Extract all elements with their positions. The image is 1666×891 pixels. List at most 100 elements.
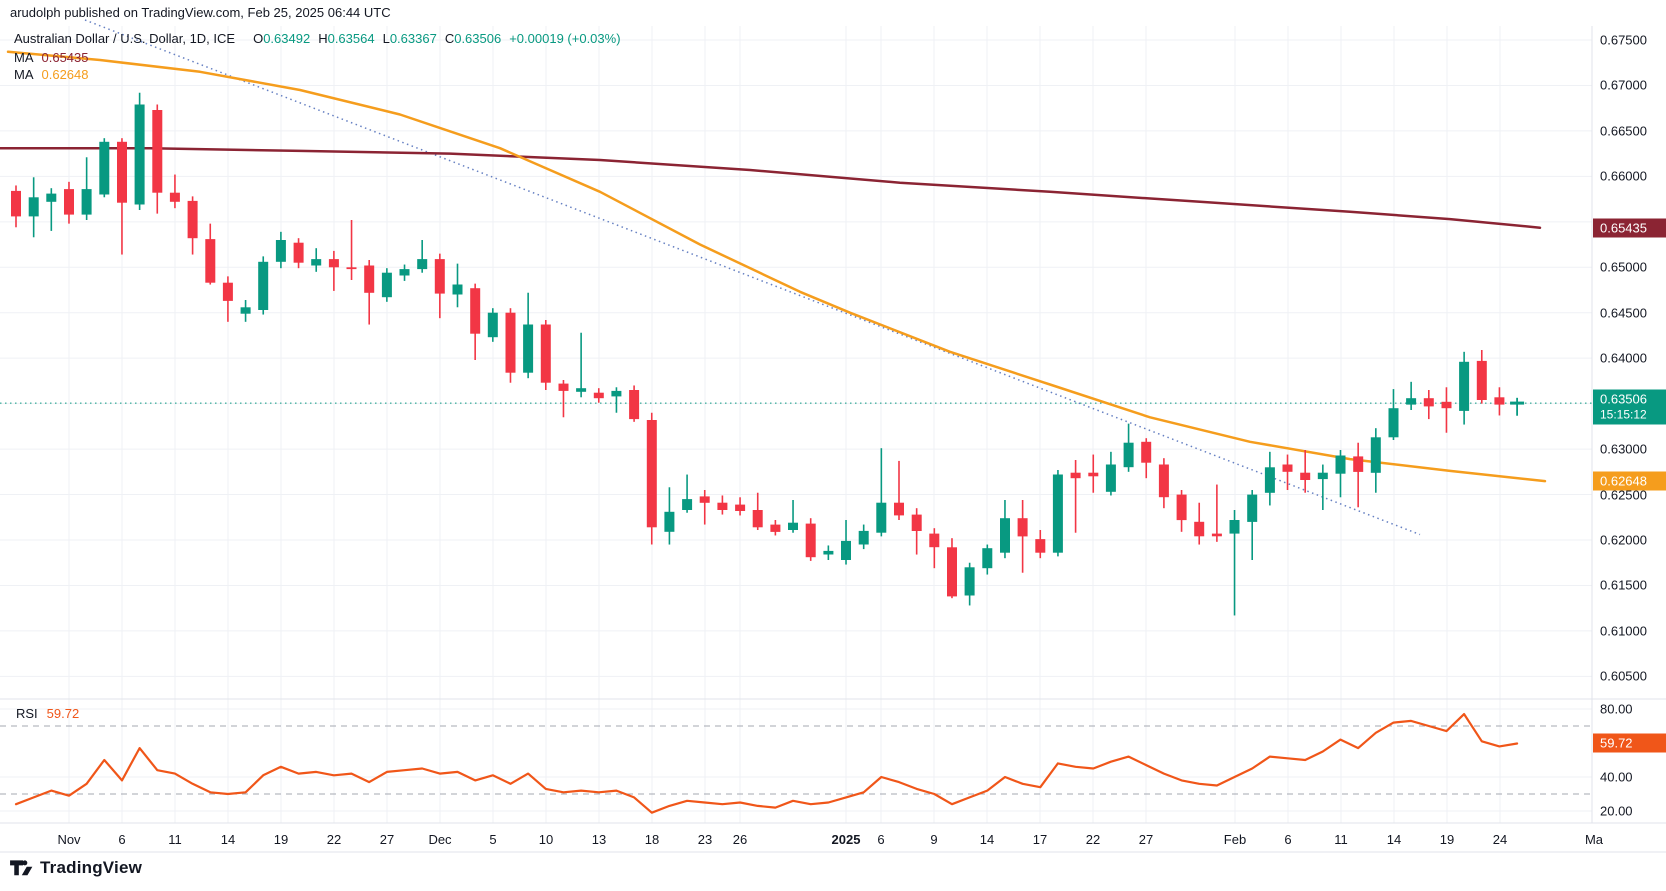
time-tick-label: Dec bbox=[428, 832, 452, 847]
time-tick-label: 26 bbox=[732, 832, 748, 847]
candle-body-up bbox=[858, 530, 869, 545]
candle-body-up bbox=[399, 269, 410, 276]
candle-body-down bbox=[328, 259, 339, 268]
rsi-legend[interactable]: RSI 59.72 bbox=[16, 706, 79, 721]
candle-body-up bbox=[823, 550, 834, 555]
candle-body-down bbox=[1176, 494, 1187, 521]
candle-body-down bbox=[770, 524, 781, 532]
rsi-line bbox=[14, 712, 1519, 814]
candle-body-up bbox=[1052, 474, 1063, 553]
candle-body-up bbox=[81, 189, 92, 215]
high-value: 0.63564 bbox=[327, 31, 375, 46]
price-tick-label: 0.62500 bbox=[1600, 487, 1647, 503]
candle-body-up bbox=[275, 240, 286, 262]
price-tick-label: 0.64500 bbox=[1600, 305, 1647, 321]
price-tick-label: 0.65000 bbox=[1600, 259, 1647, 275]
rsi-tick-label: 40.00 bbox=[1600, 769, 1633, 785]
candle-body-down bbox=[364, 265, 375, 293]
candle-body-up bbox=[487, 312, 498, 338]
time-tick-label: 24 bbox=[1492, 832, 1508, 847]
time-tick-label: 17 bbox=[1032, 832, 1048, 847]
candle-body-down bbox=[911, 514, 922, 531]
price-tick-label: 0.62000 bbox=[1600, 532, 1647, 548]
change-value: +0.00019 (+0.03%) bbox=[509, 31, 621, 46]
candle-body-down bbox=[1141, 441, 1152, 463]
candle-body-down bbox=[699, 496, 710, 503]
candle-body-up bbox=[1105, 464, 1116, 492]
rsi-tick-label: 20.00 bbox=[1600, 803, 1633, 819]
rsi-label: RSI bbox=[16, 706, 38, 721]
candle-body-up bbox=[876, 502, 887, 533]
candle-body-down bbox=[805, 523, 816, 558]
ma-label: MA bbox=[14, 67, 34, 82]
price-tick-label: 0.67000 bbox=[1600, 77, 1647, 93]
high-label: H bbox=[318, 31, 328, 46]
price-tick-label: 0.66000 bbox=[1600, 168, 1647, 184]
candle-body-up bbox=[240, 307, 251, 314]
candle-body-down bbox=[169, 192, 180, 202]
candle-body-down bbox=[1211, 533, 1222, 537]
time-tick-label: Feb bbox=[1223, 832, 1247, 847]
price-tick-label: 0.60500 bbox=[1600, 668, 1647, 684]
time-tick-label: 19 bbox=[273, 832, 289, 847]
candle-body-down bbox=[1353, 456, 1364, 472]
candle-body-down bbox=[894, 502, 904, 516]
ma100-price-badge: 0.62648 bbox=[1593, 471, 1666, 491]
tradingview-branding[interactable]: TradingView bbox=[10, 858, 142, 878]
candle-body-down bbox=[1017, 518, 1028, 537]
candle-body-down bbox=[293, 242, 304, 263]
candle-body-down bbox=[1194, 521, 1205, 537]
close-value: 0.63506 bbox=[454, 31, 502, 46]
bar-countdown: 15:15:12 bbox=[1600, 407, 1647, 422]
time-tick-label: 10 bbox=[538, 832, 554, 847]
candle-body-up bbox=[417, 259, 428, 270]
ma-legend-200[interactable]: MA 0.65435 bbox=[14, 50, 89, 65]
time-tick-label: 23 bbox=[697, 832, 713, 847]
candle-body-up bbox=[964, 567, 975, 596]
candle-body-down bbox=[558, 383, 569, 391]
candle-body-down bbox=[752, 510, 763, 528]
candle-body-down bbox=[540, 324, 551, 383]
candle-body-down bbox=[1035, 539, 1046, 553]
price-tick-label: 0.61500 bbox=[1600, 577, 1647, 593]
candle-body-down bbox=[1088, 472, 1099, 477]
time-tick-label: 22 bbox=[1085, 832, 1101, 847]
time-tick-label: 11 bbox=[168, 832, 182, 847]
time-tick-label: 6 bbox=[118, 832, 126, 847]
candle-body-up bbox=[311, 259, 322, 266]
ma200-value: 0.65435 bbox=[41, 50, 89, 65]
candle-body-up bbox=[99, 141, 110, 195]
rsi-tick-label: 80.00 bbox=[1600, 701, 1633, 717]
ma200-price-badge: 0.65435 bbox=[1593, 218, 1666, 238]
candle-body-down bbox=[1070, 472, 1081, 479]
time-tick-label: 11 bbox=[1334, 832, 1348, 847]
candle-body-down bbox=[1423, 398, 1434, 407]
symbol-legend[interactable]: Australian Dollar / U.S. Dollar, 1D, ICE… bbox=[14, 31, 621, 46]
candle-body-up bbox=[841, 540, 851, 560]
price-tick-label: 0.66500 bbox=[1600, 123, 1647, 139]
candle-body-down bbox=[735, 504, 746, 511]
candle-body-up bbox=[258, 261, 269, 310]
open-value: 0.63492 bbox=[263, 31, 311, 46]
open-label: O bbox=[253, 31, 264, 46]
price-tick-label: 0.61000 bbox=[1600, 623, 1647, 639]
symbol-title[interactable]: Australian Dollar / U.S. Dollar, 1D, ICE bbox=[14, 31, 236, 46]
candle-body-up bbox=[1406, 398, 1417, 405]
close-label: C bbox=[444, 31, 455, 46]
candle-body-down bbox=[187, 200, 198, 239]
candle-body-down bbox=[505, 312, 516, 373]
candle-body-up bbox=[664, 511, 675, 532]
published-byline: arudolph published on TradingView.com, F… bbox=[10, 5, 391, 20]
candle-body-up bbox=[1264, 467, 1275, 493]
tradingview-logo-icon bbox=[10, 860, 33, 876]
candle-body-down bbox=[205, 239, 216, 283]
candle-body-down bbox=[470, 288, 481, 334]
candle-body-up bbox=[1317, 472, 1328, 480]
price-tick-label: 0.67500 bbox=[1600, 32, 1647, 48]
candle-body-down bbox=[346, 267, 357, 270]
ma-100-line bbox=[6, 50, 1547, 483]
ma-legend-100[interactable]: MA 0.62648 bbox=[14, 67, 89, 82]
candle-body-up bbox=[1000, 518, 1010, 553]
